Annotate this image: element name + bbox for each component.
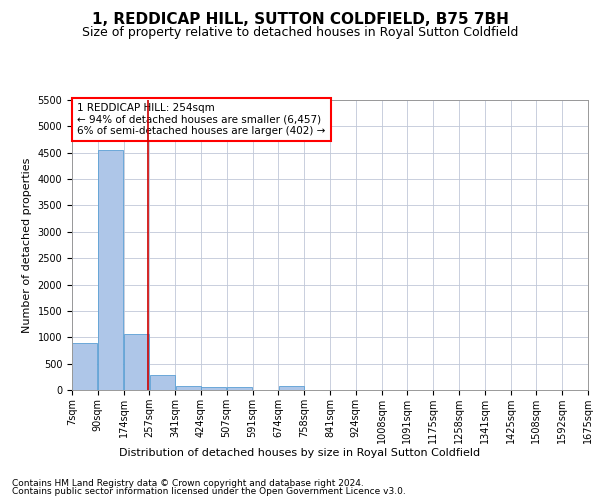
Text: 1, REDDICAP HILL, SUTTON COLDFIELD, B75 7BH: 1, REDDICAP HILL, SUTTON COLDFIELD, B75 …	[92, 12, 508, 28]
Bar	[278, 386, 304, 390]
Bar	[149, 374, 175, 390]
Bar	[176, 386, 201, 390]
Bar	[124, 334, 149, 390]
Bar	[227, 387, 252, 390]
Text: 1 REDDICAP HILL: 254sqm
← 94% of detached houses are smaller (6,457)
6% of semi-: 1 REDDICAP HILL: 254sqm ← 94% of detache…	[77, 103, 326, 136]
Bar	[72, 342, 97, 390]
Bar	[201, 386, 226, 390]
Y-axis label: Number of detached properties: Number of detached properties	[22, 158, 32, 332]
Bar	[98, 150, 123, 390]
Text: Size of property relative to detached houses in Royal Sutton Coldfield: Size of property relative to detached ho…	[82, 26, 518, 39]
Text: Distribution of detached houses by size in Royal Sutton Coldfield: Distribution of detached houses by size …	[119, 448, 481, 458]
Text: Contains public sector information licensed under the Open Government Licence v3: Contains public sector information licen…	[12, 487, 406, 496]
Text: Contains HM Land Registry data © Crown copyright and database right 2024.: Contains HM Land Registry data © Crown c…	[12, 478, 364, 488]
